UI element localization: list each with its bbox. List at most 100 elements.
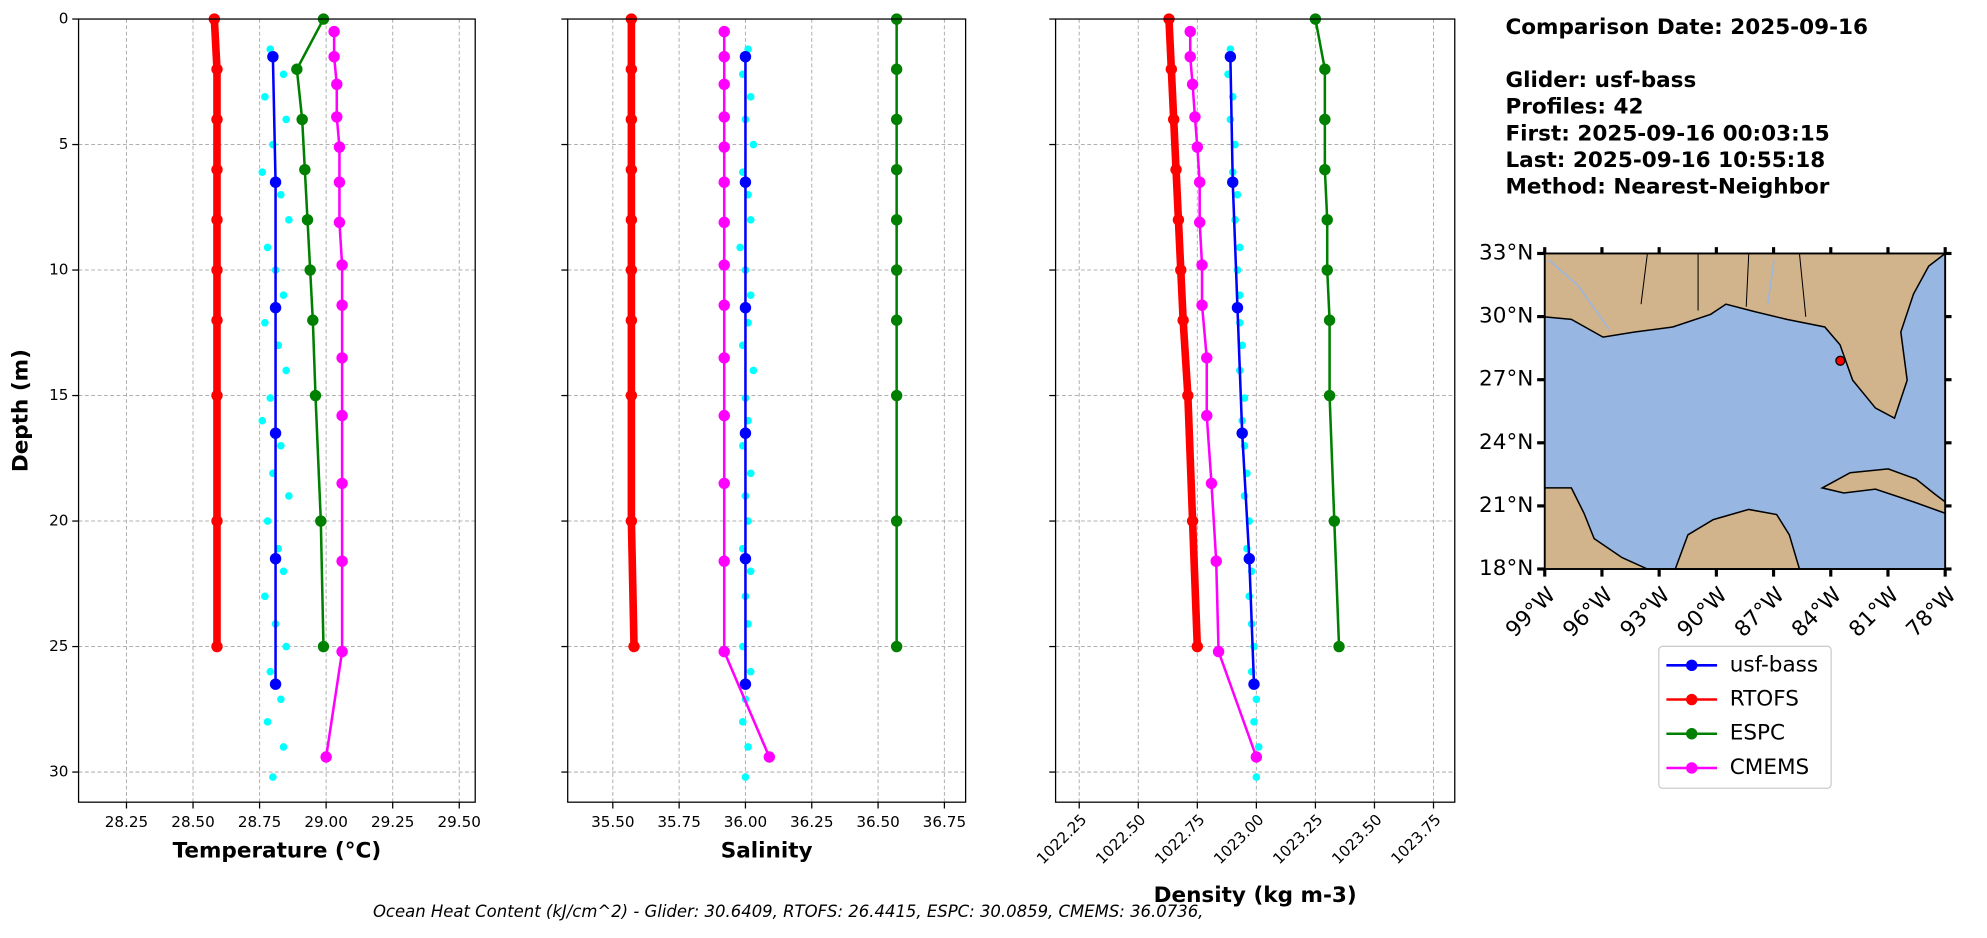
series-marker — [625, 264, 638, 276]
series-marker — [1184, 25, 1196, 38]
glider-point — [736, 243, 744, 252]
series-marker — [211, 163, 223, 176]
glider-point — [282, 366, 291, 375]
series-marker — [625, 314, 638, 326]
series-marker — [739, 301, 752, 314]
series-marker — [1243, 553, 1255, 565]
info-line: Profiles: 42 — [1505, 95, 1643, 120]
borders — [1640, 253, 1807, 317]
series-marker — [1248, 678, 1260, 690]
glider-point — [1252, 695, 1261, 704]
glider-point — [285, 216, 293, 224]
series-marker — [211, 113, 223, 126]
series-marker — [1236, 427, 1248, 439]
series-marker — [625, 214, 638, 226]
map-base — [1543, 251, 1947, 570]
series-marker — [1193, 176, 1206, 188]
series-marker — [718, 25, 730, 38]
legend-label: RTOFS — [1730, 687, 1799, 712]
series-marker — [890, 163, 903, 176]
series-marker — [267, 50, 279, 63]
x-tick-label: 36.00 — [724, 813, 767, 831]
map-y-tick-label: 24°N — [1479, 430, 1533, 455]
series-marker — [333, 141, 346, 153]
x-axis-label: Density (kg m-3) — [1154, 883, 1357, 908]
series-marker — [336, 555, 348, 567]
series-marker — [309, 389, 322, 402]
series-marker — [211, 63, 223, 75]
x-tick-label: 35.75 — [657, 813, 700, 831]
series-marker — [1177, 314, 1189, 326]
map-x-tick-label: 84°W — [1787, 583, 1847, 643]
x-tick-label: 29.00 — [304, 813, 347, 831]
glider-point — [279, 70, 288, 79]
glider-point — [263, 517, 272, 525]
glider-point — [749, 140, 758, 149]
series-line — [295, 18, 325, 647]
glider-point — [1226, 45, 1235, 53]
glider-point — [277, 441, 285, 450]
series-marker — [625, 163, 638, 176]
series-marker — [1193, 216, 1206, 229]
series-marker — [331, 78, 343, 91]
info-title: Comparison Date: 2025-09-16 — [1505, 15, 1868, 40]
series-marker — [739, 553, 752, 565]
glider-point — [279, 743, 288, 751]
series-marker — [718, 78, 730, 91]
glider-point — [258, 168, 267, 176]
series-marker — [1196, 299, 1208, 311]
glider-point — [1254, 743, 1263, 751]
series-marker — [269, 301, 282, 314]
glider-point — [261, 592, 269, 601]
glider-point — [741, 773, 750, 781]
series-marker — [625, 113, 638, 126]
series-line — [627, 19, 638, 647]
axes-frame — [567, 18, 967, 803]
axes-frame — [77, 18, 476, 803]
series-marker — [1165, 63, 1178, 75]
series-marker — [211, 515, 223, 527]
series-marker — [317, 640, 330, 653]
x-tick-label: 1022.75 — [1151, 811, 1208, 868]
y-tick-label: 20 — [49, 512, 68, 530]
x-tick-label: 36.75 — [923, 813, 966, 831]
x-tick-label: 36.25 — [790, 813, 833, 831]
series-marker — [307, 314, 319, 326]
series-marker — [718, 111, 730, 123]
series-marker — [1319, 163, 1331, 176]
x-tick-label: 36.50 — [856, 813, 899, 831]
glider-point — [282, 642, 291, 651]
map-x-tick-label: 81°W — [1844, 583, 1904, 643]
glider-point — [1238, 341, 1246, 350]
series-marker — [890, 214, 903, 226]
map-y-tick-label: 27°N — [1479, 367, 1533, 392]
glider-point — [1233, 190, 1242, 199]
series-marker — [315, 515, 327, 527]
glider-point — [277, 695, 285, 704]
series-marker — [718, 259, 730, 271]
glider-point — [282, 115, 291, 124]
series-marker — [718, 299, 730, 311]
glider-point — [266, 394, 275, 402]
glider-point — [279, 567, 288, 576]
glider-point — [1250, 718, 1258, 726]
series-marker — [211, 640, 223, 653]
series-marker — [1170, 163, 1182, 176]
series-marker — [328, 50, 340, 63]
series-marker — [890, 314, 903, 326]
series-marker — [1175, 264, 1187, 276]
series-marker — [211, 314, 223, 326]
x-tick-label: 28.50 — [171, 813, 214, 831]
series-marker — [333, 216, 346, 229]
series-marker — [625, 515, 638, 527]
glider-point — [746, 291, 755, 299]
x-tick-label: 28.75 — [238, 813, 281, 831]
series-marker — [1189, 111, 1201, 123]
x-tick-label: 1022.50 — [1092, 811, 1149, 868]
series-marker — [1186, 78, 1199, 91]
legend-marker — [1686, 693, 1698, 706]
series-marker — [301, 214, 314, 226]
series-marker — [739, 678, 752, 690]
series-marker — [628, 640, 640, 653]
